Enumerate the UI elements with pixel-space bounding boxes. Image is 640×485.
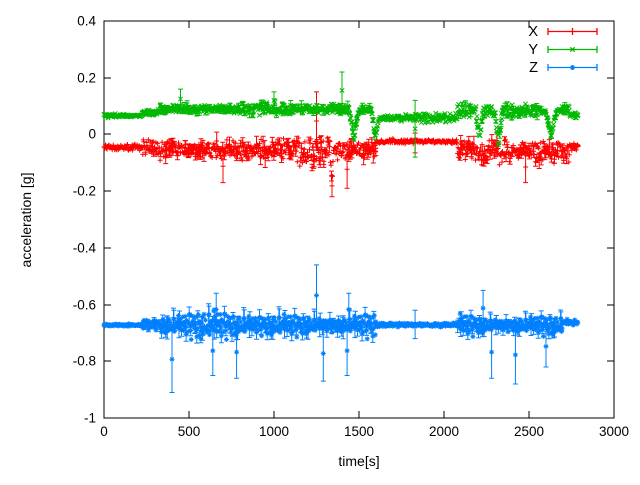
- x-tick-label: 0: [100, 424, 108, 439]
- legend-label-z: Z: [529, 60, 538, 76]
- y-tick-label: -0.6: [73, 298, 96, 313]
- y-tick-label: -0.4: [73, 241, 97, 256]
- y-tick-label: -0.8: [73, 354, 96, 369]
- legend-label-y: Y: [528, 42, 538, 58]
- x-tick-label: 1500: [344, 424, 374, 439]
- legend-sample-z: [547, 64, 598, 71]
- x-axis-label: time[s]: [338, 453, 379, 469]
- legend-sample-x: [547, 28, 598, 35]
- y-tick-label: 0.4: [77, 14, 96, 29]
- y-tick-label: -1: [84, 411, 96, 426]
- chart-legend: X Y Z: [528, 24, 598, 76]
- x-tick-label: 2000: [429, 424, 459, 439]
- axis-ticks: [103, 20, 615, 419]
- x-tick-label: 3000: [599, 424, 629, 439]
- y-tick-label: -0.2: [73, 184, 96, 199]
- legend-sample-lines: [547, 28, 598, 71]
- x-tick-label: 500: [178, 424, 201, 439]
- legend-sample-y: [547, 46, 598, 53]
- y-tick-label: 0: [88, 127, 96, 142]
- series-z-points: [101, 292, 581, 362]
- legend-label-x: X: [528, 24, 538, 40]
- plot-border: [103, 20, 615, 419]
- x-tick-label: 2500: [514, 424, 544, 439]
- series-y-points: [101, 87, 581, 148]
- y-axis-label: acceleration [g]: [18, 173, 34, 268]
- y-tick-label: 0.2: [77, 71, 96, 86]
- x-tick-label: 1000: [259, 424, 289, 439]
- series-x-points: [101, 118, 581, 189]
